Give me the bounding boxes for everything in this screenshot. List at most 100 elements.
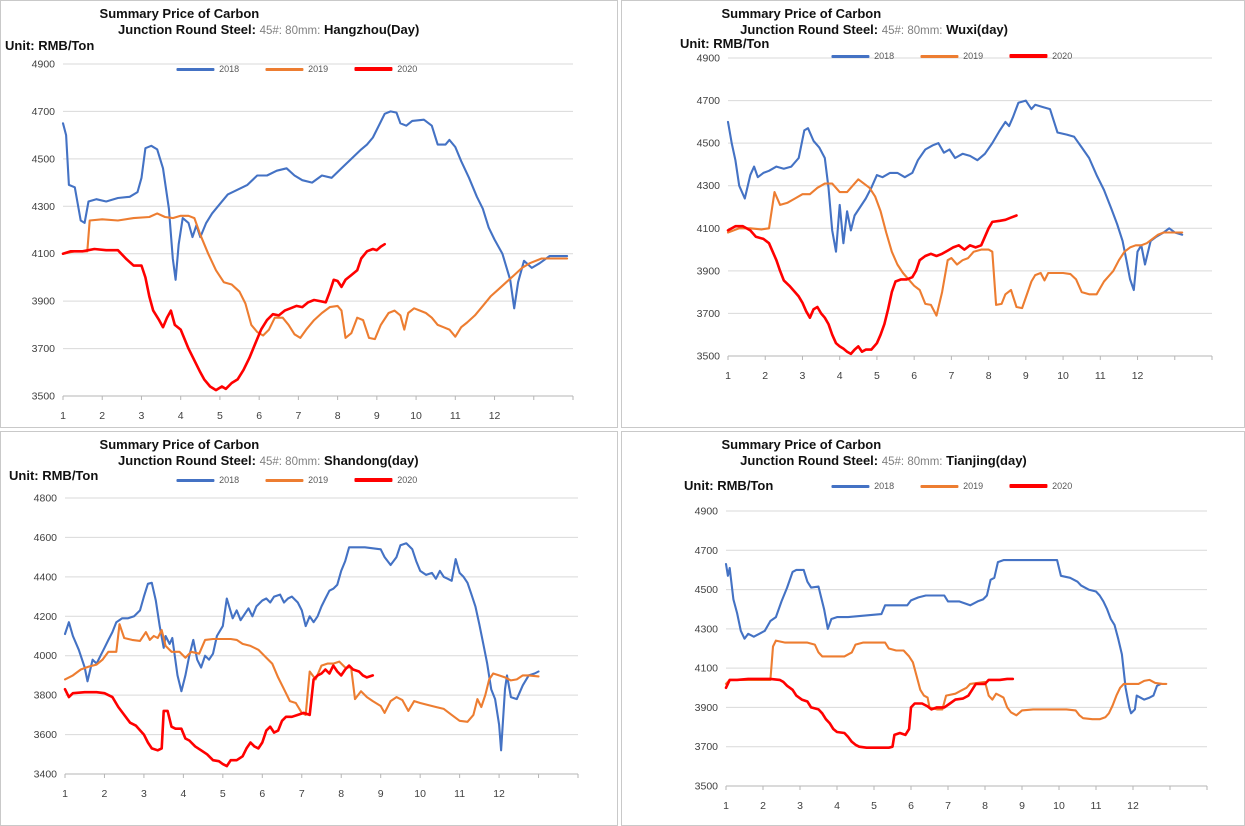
legend-item-2018: 2018	[176, 64, 239, 74]
svg-text:9: 9	[378, 788, 384, 800]
chart-panel-hangzhou: Summary Price of Carbon Junction Round S…	[0, 0, 618, 428]
svg-text:5: 5	[220, 788, 226, 800]
svg-text:11: 11	[454, 788, 465, 800]
svg-text:3500: 3500	[32, 391, 56, 403]
svg-text:4200: 4200	[34, 611, 58, 623]
svg-text:3: 3	[141, 788, 147, 800]
legend-line-2019-icon	[920, 484, 959, 488]
svg-text:4900: 4900	[695, 506, 719, 518]
legend: 2018 2019 2020	[831, 481, 1072, 491]
svg-text:5: 5	[871, 800, 877, 812]
title-city: Tianjing(day)	[946, 453, 1027, 468]
svg-text:12: 12	[489, 410, 501, 422]
svg-text:4500: 4500	[697, 138, 721, 150]
title-spec: 45#: 80mm:	[259, 456, 321, 468]
title-spec: 45#: 80mm:	[259, 25, 321, 37]
legend-line-2019-icon	[265, 478, 304, 482]
legend-line-2020-icon	[354, 478, 393, 482]
svg-text:4700: 4700	[32, 106, 56, 118]
svg-text:6: 6	[256, 410, 262, 422]
svg-text:12: 12	[493, 788, 505, 800]
svg-text:1: 1	[62, 788, 68, 800]
svg-text:4400: 4400	[34, 571, 58, 583]
svg-text:8: 8	[982, 800, 988, 812]
svg-text:4700: 4700	[695, 545, 719, 557]
svg-text:8: 8	[338, 788, 344, 800]
svg-text:3900: 3900	[697, 265, 721, 277]
legend-item-2019: 2019	[920, 51, 983, 61]
svg-text:8: 8	[986, 370, 992, 382]
svg-text:9: 9	[374, 410, 380, 422]
legend-item-2018: 2018	[831, 51, 894, 61]
svg-text:4100: 4100	[695, 663, 719, 675]
legend-item-2020: 2020	[354, 64, 417, 74]
svg-text:1: 1	[60, 410, 66, 422]
legend-item-2018: 2018	[831, 481, 894, 491]
chart-title-line2: Junction Round Steel: 45#: 80mm: Shandon…	[118, 453, 419, 468]
svg-text:9: 9	[1019, 800, 1025, 812]
svg-text:4500: 4500	[32, 153, 56, 165]
svg-text:3800: 3800	[34, 690, 58, 702]
svg-text:4500: 4500	[695, 584, 719, 596]
svg-text:2: 2	[760, 800, 766, 812]
svg-text:4600: 4600	[34, 532, 58, 544]
svg-text:5: 5	[874, 370, 880, 382]
svg-text:6: 6	[259, 788, 265, 800]
svg-text:10: 10	[1053, 800, 1065, 812]
title-prefix: Junction Round Steel:	[740, 22, 879, 37]
title-city: Shandong(day)	[323, 453, 419, 468]
legend-line-2020-icon	[1009, 484, 1048, 488]
chart-panel-tianjing: Summary Price of Carbon Junction Round S…	[621, 431, 1245, 826]
svg-text:11: 11	[1095, 370, 1106, 382]
chart-panel-shandong: Summary Price of Carbon Junction Round S…	[0, 431, 618, 826]
legend-item-2018: 2018	[176, 475, 239, 485]
unit-label: Unit: RMB/Ton	[680, 36, 770, 51]
svg-text:9: 9	[1023, 370, 1029, 382]
chart-title-line1: Summary Price of Carbon	[721, 437, 882, 452]
svg-text:5: 5	[217, 410, 223, 422]
legend-line-2019-icon	[920, 54, 959, 58]
chart-title-line2: Junction Round Steel: 45#: 80mm: Hangzho…	[118, 22, 419, 37]
svg-text:10: 10	[1057, 370, 1069, 382]
svg-text:1: 1	[725, 370, 731, 382]
chart-panel-wuxi: Summary Price of Carbon Junction Round S…	[621, 0, 1245, 428]
svg-text:4300: 4300	[697, 180, 721, 192]
svg-text:7: 7	[945, 800, 951, 812]
svg-text:4: 4	[834, 800, 840, 812]
svg-text:3900: 3900	[32, 296, 56, 308]
svg-text:1: 1	[723, 800, 729, 812]
legend-item-2020: 2020	[1009, 481, 1072, 491]
svg-text:2: 2	[99, 410, 105, 422]
svg-text:4900: 4900	[32, 59, 56, 71]
legend-item-2019: 2019	[265, 64, 328, 74]
svg-text:3500: 3500	[697, 351, 721, 363]
legend-line-2020-icon	[354, 67, 393, 71]
svg-text:4800: 4800	[34, 493, 58, 505]
title-prefix: Junction Round Steel:	[118, 22, 256, 37]
svg-text:6: 6	[908, 800, 914, 812]
svg-text:12: 12	[1127, 800, 1139, 812]
svg-text:3600: 3600	[34, 729, 58, 741]
unit-label: Unit: RMB/Ton	[5, 38, 95, 53]
legend-item-2020: 2020	[1009, 51, 1072, 61]
title-prefix: Junction Round Steel:	[740, 453, 879, 468]
svg-text:4700: 4700	[697, 95, 721, 107]
title-city: Hangzhou(Day)	[323, 22, 420, 37]
svg-text:3: 3	[800, 370, 806, 382]
chart-title-line1: Summary Price of Carbon	[99, 6, 260, 21]
chart-title-line1: Summary Price of Carbon	[99, 437, 260, 452]
svg-text:3400: 3400	[34, 769, 58, 781]
svg-text:7: 7	[299, 788, 305, 800]
svg-text:3700: 3700	[697, 308, 721, 320]
svg-text:3700: 3700	[32, 343, 56, 355]
svg-text:7: 7	[295, 410, 301, 422]
svg-text:4000: 4000	[34, 650, 58, 662]
legend-item-2019: 2019	[920, 481, 983, 491]
svg-text:6: 6	[911, 370, 917, 382]
svg-text:2: 2	[762, 370, 768, 382]
svg-text:11: 11	[450, 410, 461, 422]
title-prefix: Junction Round Steel:	[118, 453, 256, 468]
